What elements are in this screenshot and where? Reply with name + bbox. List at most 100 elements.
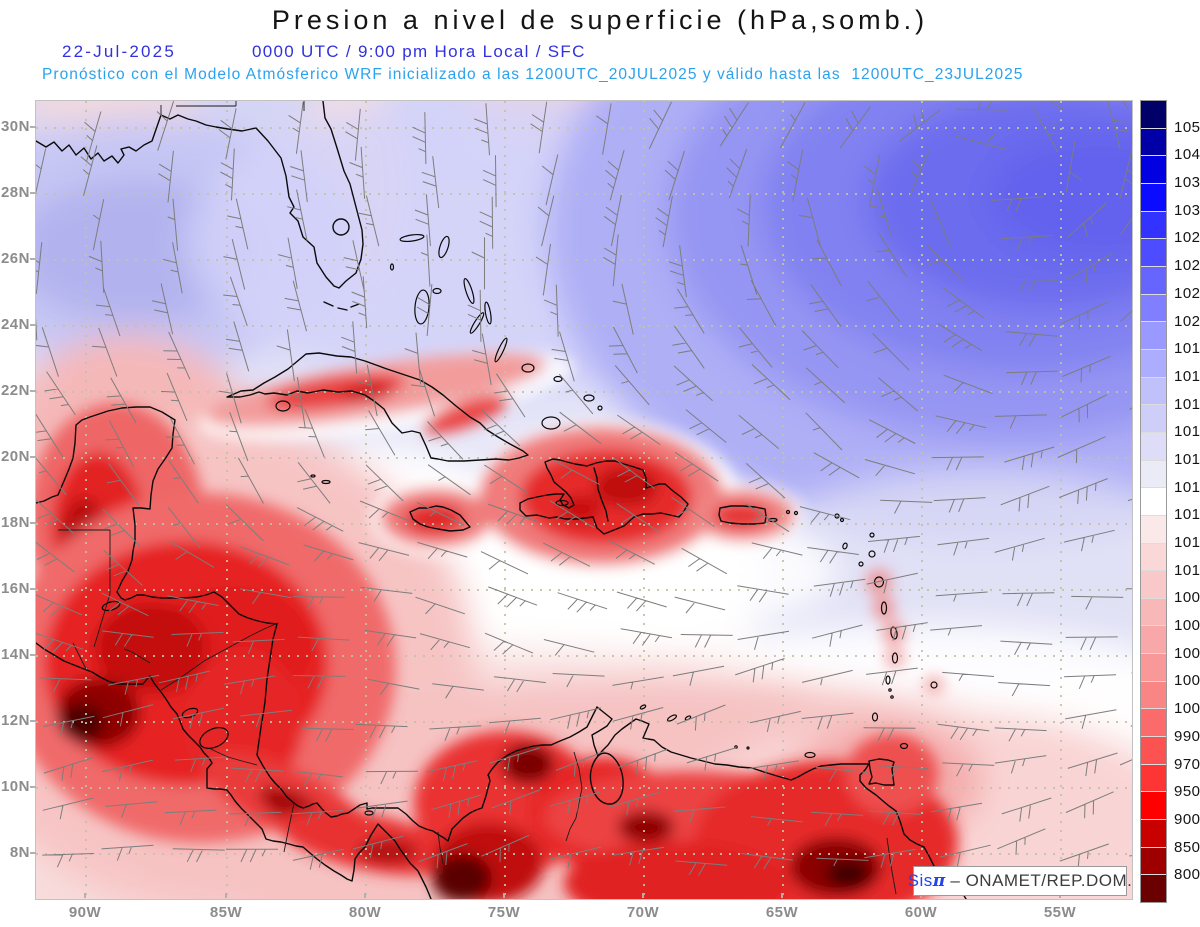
colorbar-label: 1015 [1174,450,1200,468]
lon-tick [781,893,783,898]
colorbar-cell [1141,488,1166,516]
lat-label: 22N [0,382,30,399]
colorbar-cell [1141,128,1166,157]
colorbar-label: 970 [1174,755,1200,773]
lat-label: 28N [0,184,30,201]
lat-tick [30,126,36,128]
blob-dominica-red [873,596,895,620]
lat-tick [30,852,36,854]
blob-venezuela-east-darkest [826,860,870,888]
colorbar-cell [1141,598,1166,627]
colorbar-label: 990 [1174,727,1200,745]
colorbar-cell [1141,847,1166,876]
colorbar-cell [1141,681,1166,710]
lon-label: 70W [626,904,660,921]
lat-tick [30,786,36,788]
pressure-blobs-soft [36,101,1132,899]
forecast-time: 0000 UTC / 9:00 pm Hora Local / SFC [252,42,586,61]
lon-tick [364,893,366,898]
lon-label: 90W [68,904,102,921]
colorbar-label: 1004 [1174,644,1200,662]
colorbar-label: 1022 [1174,284,1200,302]
colorbar-label: 1050 [1174,118,1200,136]
colorbar-label: 1025 [1174,257,1200,275]
colorbar-cell [1141,737,1166,765]
colorbar-label: 1012 [1174,534,1200,552]
colorbar-label: 1018 [1174,367,1200,385]
lat-tick [30,654,36,656]
colorbar-label: 1030 [1174,201,1200,219]
lat-tick [30,324,36,326]
blob-barbados-red [924,676,944,694]
colorbar-label: 1040 [1174,146,1200,164]
lat-tick [30,192,36,194]
map-area [35,100,1133,900]
colorbar-cell [1141,571,1166,599]
lat-label: 10N [0,778,30,795]
blob-st-lucia-red [885,648,905,668]
colorbar-label: 900 [1174,810,1200,828]
lat-tick [30,390,36,392]
lat-tick [30,720,36,722]
lat-tick [30,588,36,590]
colorbar-cell [1141,211,1166,240]
blob-martinique-red [883,621,905,645]
blob-bottom-mid-red [564,841,788,899]
lon-label: 85W [209,904,243,921]
lon-tick [503,893,505,898]
lon-label: 55W [1043,904,1077,921]
colorbar-cell [1141,183,1166,212]
lon-tick [84,893,86,898]
colorbar-cell [1141,626,1166,655]
lat-label: 16N [0,580,30,597]
lat-label: 12N [0,712,30,729]
colorbar-cell [1141,764,1166,793]
colorbar-cell [1141,239,1166,267]
blob-guadeloupe-red [866,569,892,595]
colorbar-cell [1141,709,1166,738]
blob-hispaniola-dark [594,467,658,507]
blob-venezuela-dark [618,811,674,843]
colorbar-cell [1141,820,1166,848]
lat-label: 18N [0,514,30,531]
blob-santa-marta-dark [502,744,554,784]
lat-label: 8N [9,844,30,861]
forecast-date: 22-Jul-2025 [62,42,176,61]
lon-label: 65W [765,904,799,921]
lon-label: 60W [904,904,938,921]
attribution-sis: Sis [907,871,933,890]
lon-label: 80W [348,904,382,921]
colorbar-label: 1028 [1174,229,1200,247]
wind-barbs [36,101,1132,876]
colorbar-cell [1141,101,1166,129]
colorbar-cell [1141,349,1166,378]
colorbar-cell [1141,792,1166,821]
attribution-box: Sis π – ONAMET/REP.DOM. [908,866,1132,896]
colorbar-cell [1141,432,1166,461]
lat-label: 26N [0,250,30,267]
colorbar-cell [1141,875,1166,903]
lat-label: 30N [0,118,30,135]
colorbar-label: 1010 [1174,561,1200,579]
blob-bermuda-high-inner [989,134,1132,258]
lon-tick [225,893,227,898]
lat-label: 20N [0,448,30,465]
colorbar-cell [1141,654,1166,682]
colorbar-label: 1016 [1174,423,1200,441]
blob-central-america-dark [95,602,207,694]
colorbar-label: 1017 [1174,395,1200,413]
colorbar-label: 1000 [1174,700,1200,718]
attribution-text: – ONAMET/REP.DOM. [945,871,1133,890]
lat-label: 14N [0,646,30,663]
colorbar-label: 1019 [1174,340,1200,358]
colorbar-label: 1014 [1174,478,1200,496]
lon-tick [642,893,644,898]
pressure-map-svg [36,101,1132,899]
colorbar-label: 1013 [1174,506,1200,524]
lat-tick [30,522,36,524]
colorbar-cell [1141,266,1166,295]
blob-cuba-dark [341,383,393,403]
lon-label: 75W [487,904,521,921]
pressure-colorbar [1140,100,1167,903]
colorbar-cell [1141,515,1166,544]
